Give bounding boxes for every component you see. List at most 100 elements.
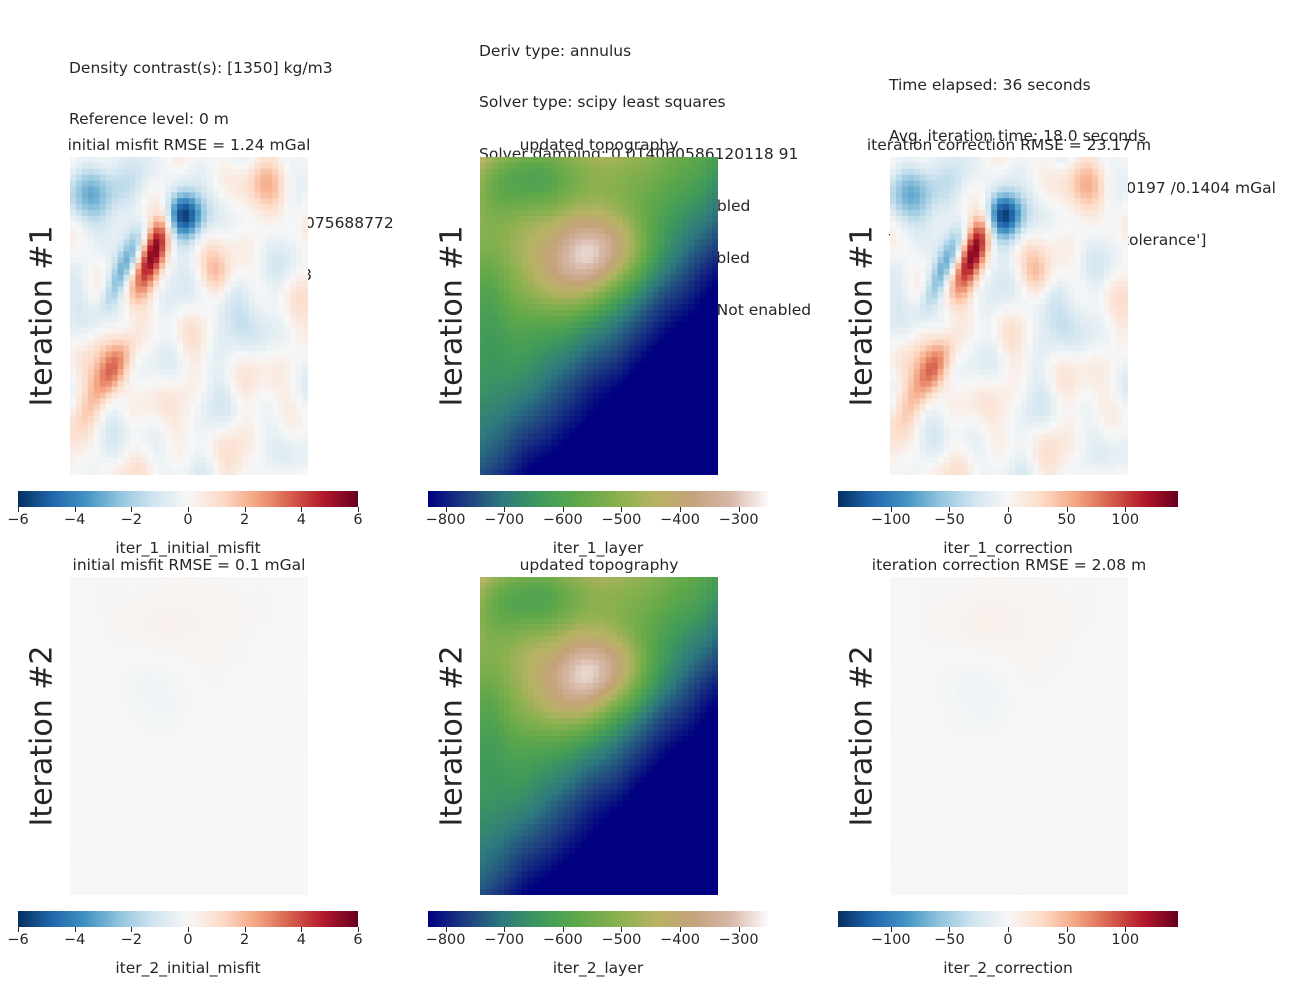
- heatmap-cell: [628, 445, 636, 453]
- heatmap-cell: [527, 457, 535, 464]
- heatmap-cell: [688, 327, 695, 335]
- heatmap-cell: [688, 374, 695, 382]
- heatmap-cell: [700, 392, 707, 400]
- heatmap-cell: [533, 245, 541, 252]
- heatmap-cell: [491, 239, 499, 246]
- heatmap-cell: [242, 445, 250, 453]
- heatmap-cell: [141, 363, 148, 370]
- heatmap-cell: [545, 251, 552, 258]
- heatmap-cell: [694, 369, 701, 376]
- heatmap-cell: [177, 304, 184, 311]
- heatmap-cell: [604, 239, 612, 246]
- heatmap-cell: [682, 251, 689, 258]
- heatmap-cell: [272, 374, 279, 382]
- heatmap-cell: [302, 162, 308, 170]
- heatmap-cell: [218, 215, 226, 223]
- heatmap-cell: [652, 274, 660, 282]
- heatmap-cell: [688, 192, 695, 199]
- heatmap-cell: [99, 363, 107, 370]
- heatmap-cell: [527, 404, 535, 411]
- heatmap-cell: [694, 427, 701, 435]
- heatmap-cell: [135, 351, 142, 358]
- heatmap-cell: [587, 274, 594, 282]
- heatmap-cell: [599, 427, 606, 435]
- heatmap-cell: [485, 422, 493, 429]
- heatmap-cell: [1014, 233, 1022, 241]
- heatmap-cell: [194, 463, 202, 470]
- heatmap-cell: [236, 374, 244, 382]
- heatmap-cell: [610, 245, 618, 252]
- heatmap-cell: [266, 180, 273, 188]
- heatmap-cell: [266, 410, 273, 417]
- iteration-label: Iteration #1: [844, 225, 880, 407]
- heatmap-cell: [206, 186, 214, 193]
- heatmap-cell: [503, 439, 511, 447]
- heatmap-cell: [1056, 162, 1064, 170]
- heatmap-cell: [1080, 186, 1087, 193]
- heatmap-cell: [497, 204, 505, 211]
- heatmap-cell: [248, 392, 256, 400]
- heatmap-cell: [1056, 215, 1064, 223]
- heatmap-cell: [206, 304, 214, 311]
- colorbar-tick: [738, 507, 740, 512]
- heatmap-cell: [93, 380, 101, 388]
- heatmap-cell: [254, 469, 261, 475]
- heatmap-cell: [93, 245, 101, 252]
- heatmap-cell: [189, 180, 196, 188]
- heatmap-cell: [212, 198, 220, 205]
- heatmap-cell: [141, 469, 148, 475]
- heatmap-cell: [593, 157, 600, 164]
- heatmap-cell: [248, 286, 256, 294]
- heatmap-cell: [539, 198, 547, 205]
- heatmap-cell: [99, 339, 107, 347]
- heatmap-cell: [1086, 215, 1093, 223]
- heatmap-cell: [278, 257, 285, 264]
- heatmap-cell: [491, 321, 499, 329]
- heatmap-cell: [194, 398, 202, 405]
- heatmap-cell: [581, 221, 588, 229]
- heatmap-cell: [997, 233, 1004, 241]
- heatmap-cell: [515, 463, 523, 470]
- heatmap-cell: [129, 192, 137, 199]
- heatmap-cell: [955, 186, 962, 193]
- heatmap-cell: [515, 157, 523, 164]
- heatmap-cell: [1098, 210, 1105, 217]
- heatmap-cell: [177, 416, 184, 423]
- heatmap-cell: [533, 227, 541, 235]
- heatmap-cell: [266, 162, 273, 170]
- heatmap-cell: [236, 451, 244, 458]
- heatmap-cell: [177, 268, 184, 276]
- heatmap-cell: [979, 198, 986, 205]
- heatmap-cell: [634, 422, 642, 429]
- heatmap-cell: [676, 274, 683, 282]
- heatmap-cell: [575, 445, 582, 453]
- heatmap-cell: [557, 463, 564, 470]
- heatmap-cell: [694, 286, 701, 294]
- heatmap-cell: [165, 274, 172, 282]
- heatmap-cell: [640, 233, 648, 241]
- heatmap-cell: [1068, 215, 1076, 223]
- heatmap-cell: [604, 245, 612, 252]
- heatmap-cell: [682, 245, 689, 252]
- heatmap-cell: [503, 345, 511, 352]
- heatmap-cell: [236, 263, 244, 270]
- heatmap-cell: [480, 180, 487, 188]
- heatmap-cell: [87, 316, 95, 323]
- heatmap-cell: [907, 239, 915, 246]
- heatmap-cell: [206, 333, 214, 341]
- heatmap-cell: [147, 374, 154, 382]
- heatmap-cell: [604, 162, 612, 170]
- heatmap-cell: [206, 410, 214, 417]
- heatmap-cell: [183, 304, 190, 311]
- heatmap-cell: [943, 157, 951, 164]
- heatmap-cell: [129, 469, 137, 475]
- heatmap-cell: [581, 445, 588, 453]
- heatmap-cell: [521, 369, 529, 376]
- heatmap-cell: [212, 445, 220, 453]
- heatmap-cell: [925, 221, 933, 229]
- heatmap-cell: [480, 416, 487, 423]
- heatmap-cell: [284, 304, 291, 311]
- heatmap-cell: [581, 327, 588, 335]
- heatmap-cell: [979, 210, 986, 217]
- heatmap-cell: [515, 339, 523, 347]
